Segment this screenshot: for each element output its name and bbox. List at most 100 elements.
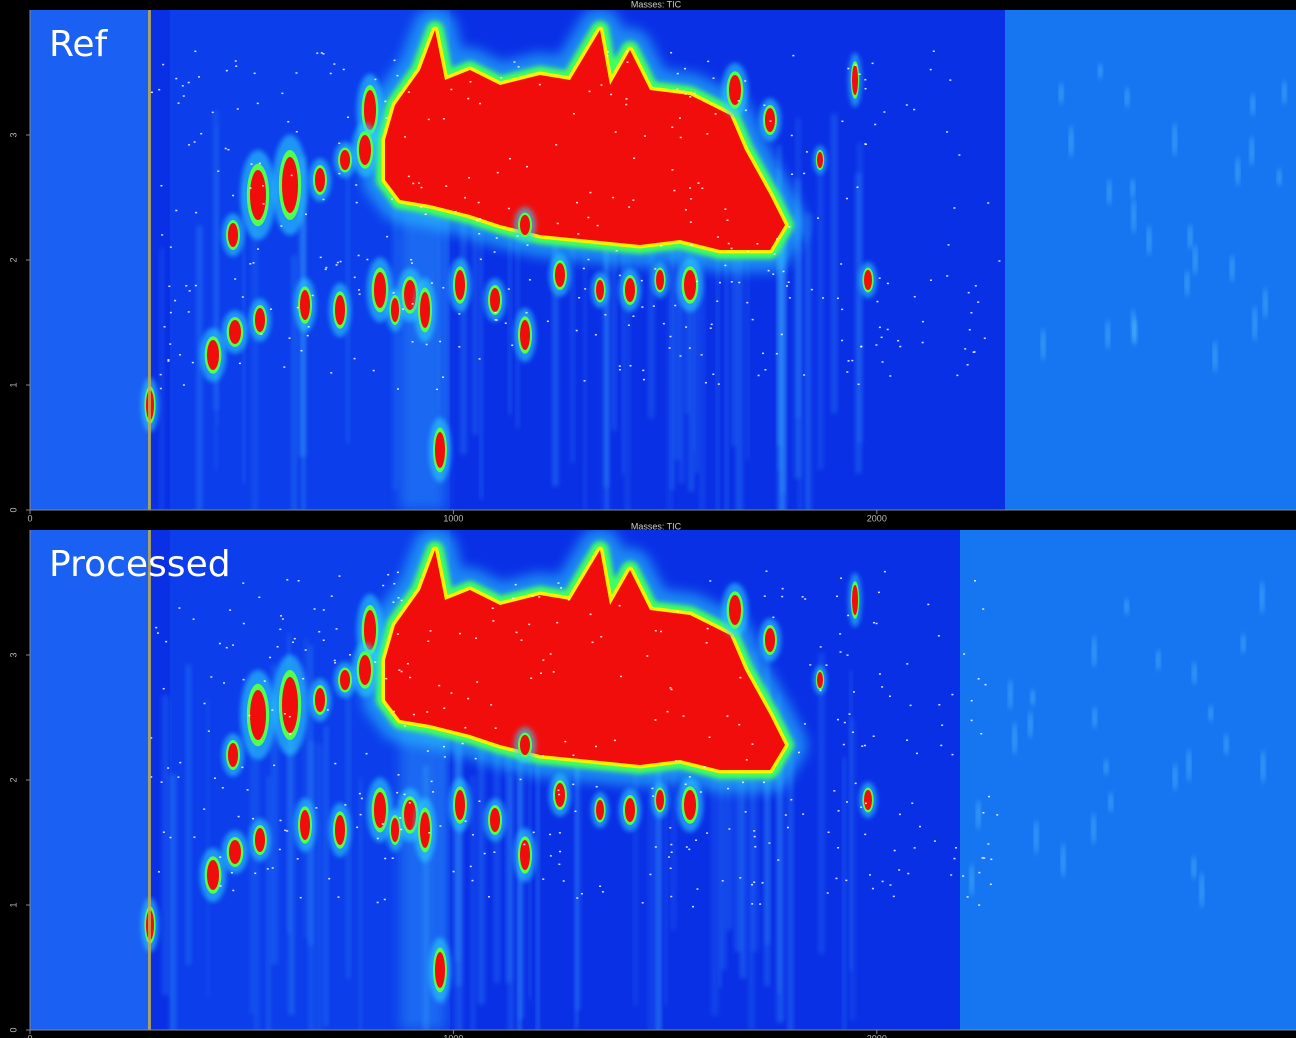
peak-dot [763,104,766,106]
peak-dot [709,327,712,329]
peak [255,828,265,852]
peak-dot [892,895,895,898]
peak-dot [654,268,657,270]
background-right [960,530,1296,1030]
peak-dot [652,795,655,797]
peak-dot [839,651,842,653]
peak-dot [160,184,163,187]
faint-peak [970,863,974,896]
peak-dot [869,874,872,876]
x-tick-label: 0 [27,1033,32,1038]
peak-dot [383,898,386,901]
peak-dot [679,355,682,357]
peak-dot [679,136,682,139]
peak-dot [349,654,352,656]
peak-dot [469,81,472,83]
peak [300,810,310,840]
peak-dot [696,280,699,283]
peak-dot [258,162,261,165]
peak-dot [232,889,235,892]
peak-dot [425,343,428,346]
peak-dot [567,599,570,601]
peak-dot [443,707,446,710]
peak-dot [338,575,341,577]
faint-peak [1188,224,1192,250]
peak-dot [402,308,405,310]
peak-dot [391,198,394,200]
peak-dot [864,833,867,836]
peak-dot [827,831,830,834]
peak-dot [580,892,583,895]
peak-dot [915,752,918,755]
peak [852,585,858,615]
peak-dot [618,365,621,367]
peak-dot [410,262,413,264]
peak-dot [516,235,519,237]
peak [520,735,530,755]
streak [160,248,164,510]
peak-dot [726,715,729,717]
peak-dot [203,808,206,810]
streak [633,705,638,1006]
peak-dot [641,902,644,904]
peak-dot [237,815,240,818]
peak-dot [716,236,719,238]
peak-dot [211,111,214,114]
peak-dot [689,187,692,189]
y-tick-label: 2 [8,777,18,782]
streak [324,726,328,1027]
peak-dot [300,349,303,352]
peak-dot [851,359,854,362]
peak-dot [977,301,980,303]
faint-peak [1131,178,1135,199]
peak-dot [670,843,673,846]
peak-dot [854,782,857,785]
peak-dot [594,745,597,748]
peak-dot [883,570,886,573]
peak-dot [692,905,695,908]
streak [506,683,510,984]
peak-dot [788,297,791,299]
peak-dot [822,297,825,299]
peak-dot [420,206,423,208]
peak-dot [689,96,692,98]
peak-dot [256,102,259,105]
streak [806,213,812,510]
peak-dot [215,573,218,575]
peak-dot [403,725,406,727]
streak [794,178,801,479]
peak-dot [187,81,190,84]
faint-peak [1107,179,1111,206]
peak-dot [412,182,415,185]
peak-dot [399,817,402,819]
faint-peak [1098,63,1102,80]
peak [435,952,445,988]
peak-dot [324,268,327,271]
peak [729,595,741,625]
peak-dot [759,903,762,905]
peak-dot [642,369,645,372]
peak-dot [704,381,707,384]
y-tick-label: 2 [8,257,18,262]
peak-dot [626,61,629,63]
peak-dot [252,817,255,820]
peak-dot [600,635,603,638]
peak-dot [181,85,184,87]
faint-peak [1028,710,1032,739]
peak-dot [197,76,200,78]
peak-dot [744,80,747,82]
y-tick-label: 1 [8,382,18,387]
peak-dot [430,780,433,783]
streak [472,134,478,435]
peak-dot [940,744,943,747]
streak [470,775,476,1030]
peak-dot [353,357,356,360]
peak-dot [578,297,581,299]
peak-dot [392,601,395,603]
plot-area [30,530,1296,1030]
peak-dot [706,133,709,135]
streak [817,169,824,470]
streak [751,651,759,952]
peak-dot [747,250,750,253]
peak-dot [742,781,745,784]
